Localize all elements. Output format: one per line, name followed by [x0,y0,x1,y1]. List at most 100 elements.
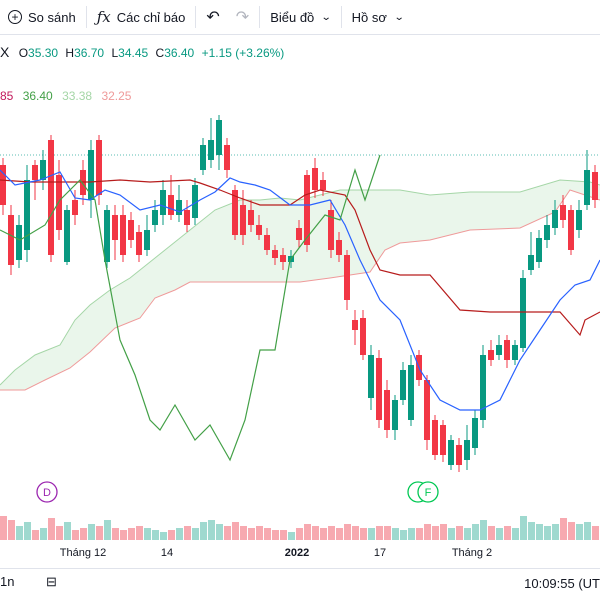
volume-bar [472,524,479,540]
volume-bar [304,524,311,540]
kijun-sen-line [0,179,600,337]
volume-bar [528,522,535,540]
candle [368,345,374,410]
price-chart[interactable]: D F Tháng 12 14 2022 17 Tháng 2 [0,0,600,568]
candles-group [0,115,598,472]
volume-bar [464,528,471,540]
calendar-icon: ⊟ [46,574,57,589]
volume-bar [224,526,231,540]
candle [432,415,438,460]
candle [400,362,406,405]
volume-bar [408,528,415,540]
volume-bar [400,530,407,540]
volume-bars [0,516,599,540]
candle [224,138,230,178]
profile-menu-button[interactable]: Hồ sơ ⌄ [344,0,412,34]
volume-bar [592,526,599,540]
volume-bar [552,524,559,540]
high-value: 36.70 [74,46,105,60]
close-key: C [155,46,165,60]
candle [584,150,590,210]
volume-bar [128,528,135,540]
clock-readout[interactable]: 10:09:55 (UT [524,576,600,591]
split-marker[interactable]: F [407,481,439,503]
dividend-marker[interactable]: D [36,481,58,503]
function-icon: ƒx [96,8,111,26]
timeframe-button[interactable]: 1n [0,574,15,589]
volume-bar [240,526,247,540]
volume-bar [456,526,463,540]
candle [0,158,6,215]
candle [64,205,70,265]
toolbar-divider [259,6,261,28]
candle [480,345,486,428]
redo-button[interactable]: ↷ [228,0,257,34]
candle [536,230,542,268]
candle [488,340,494,366]
candle [352,310,358,345]
volume-bar [488,526,495,540]
candle [296,220,302,248]
volume-bar [104,520,111,540]
volume-bar [144,528,151,540]
candle [520,270,526,352]
volume-bar [32,530,39,540]
volume-bar [8,520,15,540]
split-circle-icon [417,481,439,503]
candle [200,138,206,175]
candle [568,205,574,255]
volume-bar [80,528,87,540]
candle [272,245,278,265]
symbol-label[interactable]: X [0,44,10,60]
chart-menu-label: Biểu đồ [270,9,315,25]
chevron-down-icon: ⌄ [393,11,405,23]
x-axis-label: Tháng 2 [452,547,492,559]
volume-bar [0,516,7,540]
candle [104,205,110,268]
volume-bar [320,528,327,540]
senkou-span-b-line [0,189,600,391]
screener-button[interactable]: ⊟ [46,574,57,590]
indicators-button[interactable]: ƒx Các chỉ báo [89,0,194,34]
candle [264,228,270,255]
tenkan-sen-line [0,169,600,411]
chikou-span-line [0,154,381,462]
x-axis-label: 17 [374,547,386,559]
candle [336,232,342,262]
volume-bar [336,528,343,540]
volume-bar [576,524,583,540]
volume-bar [328,526,335,540]
redo-icon: ↷ [235,9,250,26]
compare-button[interactable]: + So sánh [0,0,84,34]
candle [528,232,534,275]
undo-button[interactable]: ↶ [198,0,227,34]
candle [24,165,30,262]
candle [592,165,598,208]
volume-bar [256,526,263,540]
volume-bar [376,526,383,540]
chart-menu-button[interactable]: Biểu đồ ⌄ [262,0,338,34]
candle [248,200,254,232]
volume-bar [280,530,287,540]
volume-bar [48,518,55,540]
ichimoku-legend[interactable]: 85 36.40 33.38 32.25 [0,89,131,103]
compare-label: So sánh [28,9,76,25]
candle [8,205,14,275]
volume-bar [536,524,543,540]
candle [88,140,94,218]
volume-bar [296,528,303,540]
ichimoku-value: 33.38 [62,89,93,103]
volume-bar [344,524,351,540]
candle [184,200,190,232]
top-toolbar: + So sánh ƒx Các chỉ báo ↶ ↷ Biểu đồ ⌄ H… [0,0,600,35]
profile-menu-label: Hồ sơ [351,9,387,25]
plus-circle-icon: + [8,10,22,24]
candle [32,160,38,200]
volume-bar [512,528,519,540]
candle [16,215,22,268]
volume-bar [200,522,207,540]
candle [136,225,142,262]
volume-bar [352,526,359,540]
candle [328,200,334,258]
candle [320,172,326,196]
